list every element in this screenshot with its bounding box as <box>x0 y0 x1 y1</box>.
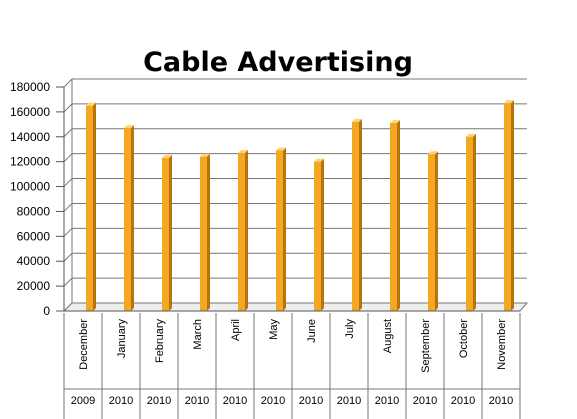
chart-title: Cable Advertising <box>143 47 413 78</box>
gridline-diagonal <box>63 203 73 212</box>
bar <box>276 147 286 311</box>
x-tick-label: March <box>192 319 204 350</box>
x-year-label: 2010 <box>489 395 513 407</box>
bar-front <box>390 123 397 311</box>
x-year-label: 2010 <box>109 395 133 407</box>
bar-top <box>504 100 514 104</box>
bar-side <box>511 100 514 311</box>
x-tick-label: September <box>420 319 432 373</box>
bar-front <box>238 152 245 311</box>
bar-top <box>390 120 400 124</box>
x-year-label: 2010 <box>299 395 323 407</box>
bar <box>390 120 400 311</box>
x-tick-label: February <box>154 319 166 364</box>
bar-front <box>466 136 473 311</box>
bar-front <box>428 154 435 311</box>
bar-side <box>283 147 286 311</box>
x-tick-label: June <box>306 319 318 343</box>
bar-top <box>276 147 286 151</box>
x-tick-label: August <box>382 319 394 353</box>
x-tick-label: July <box>344 319 356 339</box>
bar-side <box>321 158 324 311</box>
bar-side <box>435 151 438 311</box>
bar-front <box>162 157 169 311</box>
x-tick-label: May <box>268 319 280 340</box>
y-tick-label: 140000 <box>10 130 50 144</box>
gridlines <box>62 78 529 312</box>
bar <box>466 133 476 311</box>
x-tick-label: November <box>496 319 508 370</box>
bar-top <box>352 118 362 122</box>
bar-front <box>124 128 131 311</box>
y-tick-label: 120000 <box>10 155 50 169</box>
bar-top <box>162 154 172 158</box>
bar-top <box>466 133 476 137</box>
bar-top <box>200 153 210 157</box>
gridline-diagonal <box>63 78 73 88</box>
gridline-diagonal <box>63 103 73 113</box>
bar-side <box>473 133 476 311</box>
x-tick-label: October <box>458 319 470 358</box>
y-axis: 0 20000 40000 60000 80000 100000 120000 140000 1… <box>10 80 65 318</box>
bar-top <box>124 125 134 129</box>
bar-top <box>238 149 248 153</box>
bar <box>86 102 96 312</box>
x-year-label: 2010 <box>261 395 285 407</box>
bar <box>428 151 438 311</box>
x-axis: December 2009 January 2010 February 2010 March… <box>63 310 521 419</box>
bar-front <box>200 156 207 311</box>
y-tick-label: 40000 <box>17 254 51 268</box>
x-year-label: 2009 <box>71 395 95 407</box>
bar-side <box>207 153 210 311</box>
y-tick-label: 60000 <box>17 229 51 243</box>
gridline-diagonal <box>63 128 73 138</box>
x-tick-label: December <box>78 319 90 370</box>
bar-side <box>131 125 134 311</box>
x-year-label: 2010 <box>223 395 247 407</box>
x-tick-label: April <box>230 319 242 341</box>
bar-top <box>428 151 438 155</box>
bar <box>200 153 210 311</box>
bar <box>238 149 248 311</box>
bar-front <box>86 105 93 312</box>
y-tick-label: 100000 <box>10 180 50 194</box>
bar-front <box>276 150 283 311</box>
gridline-diagonal <box>63 178 73 187</box>
bar-side <box>359 118 362 311</box>
bar <box>124 125 134 311</box>
bar-front <box>352 121 359 311</box>
x-year-label: 2010 <box>413 395 437 407</box>
bar-side <box>169 154 172 311</box>
x-year-label: 2010 <box>185 395 209 407</box>
x-year-label: 2010 <box>337 395 361 407</box>
bar-top <box>314 158 324 162</box>
bar-front <box>504 103 511 311</box>
bar-top <box>86 102 96 106</box>
x-tick-label: January <box>116 319 128 359</box>
bar-side <box>93 102 96 312</box>
y-tick-label: 80000 <box>17 204 51 218</box>
y-tick-label: 160000 <box>10 105 50 119</box>
bar <box>162 154 172 311</box>
y-tick-label: 0 <box>43 304 50 318</box>
bar <box>504 100 514 311</box>
gridline-diagonal <box>63 227 73 237</box>
y-tick-label: 180000 <box>10 80 50 94</box>
bars <box>86 100 514 312</box>
bar-side <box>245 149 248 311</box>
bar <box>352 118 362 311</box>
x-year-label: 2010 <box>147 395 171 407</box>
gridline-diagonal <box>63 252 73 262</box>
gridline-diagonal <box>63 277 73 287</box>
bar-front <box>314 161 321 311</box>
gridline-diagonal <box>63 153 73 163</box>
x-year-label: 2010 <box>375 395 399 407</box>
bar-side <box>397 120 400 311</box>
x-year-label: 2010 <box>451 395 475 407</box>
y-tick-label: 20000 <box>17 279 51 293</box>
bar <box>314 158 324 311</box>
